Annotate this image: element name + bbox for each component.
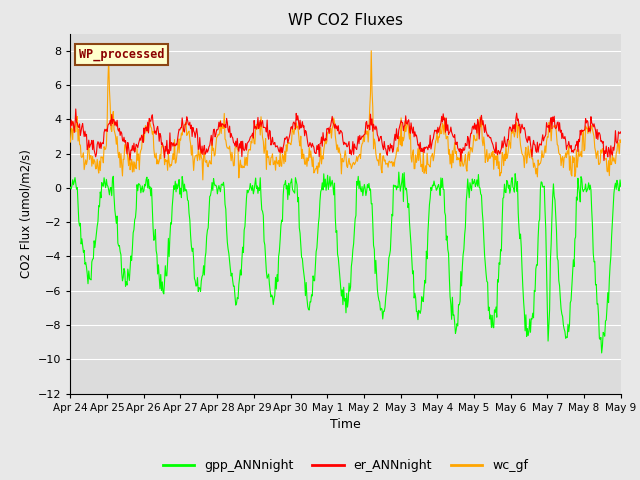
X-axis label: Time: Time (330, 418, 361, 431)
Legend: gpp_ANNnight, er_ANNnight, wc_gf: gpp_ANNnight, er_ANNnight, wc_gf (158, 455, 533, 477)
Y-axis label: CO2 Flux (umol/m2/s): CO2 Flux (umol/m2/s) (19, 149, 32, 278)
Text: WP_processed: WP_processed (79, 48, 164, 61)
Title: WP CO2 Fluxes: WP CO2 Fluxes (288, 13, 403, 28)
